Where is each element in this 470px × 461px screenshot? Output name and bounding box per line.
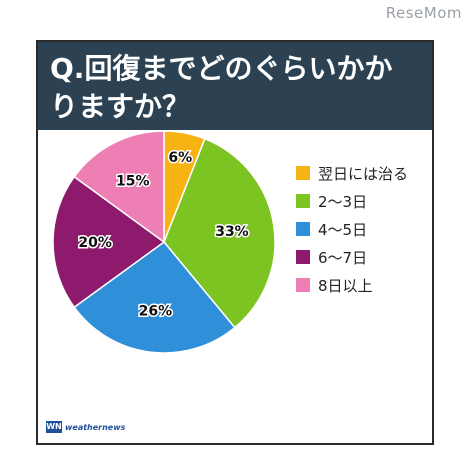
- slice-label-5: 15%: [116, 174, 150, 190]
- pie-slice-5: [73, 130, 165, 244]
- legend-item-5: 8日以上: [296, 274, 408, 296]
- chart-title-line-2: りますか？: [50, 90, 191, 123]
- slice-label-4: 20%: [78, 235, 112, 251]
- legend-swatch-4: [296, 250, 310, 264]
- weathernews-logo: WN weathernews: [46, 421, 125, 433]
- legend: 翌日には治る 2～3日 4～5日 6～7日 8日以上: [296, 162, 408, 302]
- legend-item-4: 6～7日: [296, 246, 408, 268]
- pie-slice-2: [163, 137, 276, 329]
- legend-label-4: 6～7日: [318, 248, 368, 267]
- weathernews-logo-text: weathernews: [65, 422, 126, 432]
- survey-card: Q.回復までどのぐらいかか りますか？ 6% 33% 26% 20% 15% 翌日には治…: [36, 40, 434, 445]
- slice-label-1: 6%: [168, 150, 192, 166]
- weathernews-logo-mark: WN: [46, 421, 62, 433]
- legend-label-3: 4～5日: [318, 220, 368, 239]
- watermark: ReseMom: [385, 4, 462, 22]
- slice-label-3: 26%: [139, 303, 173, 319]
- pie-slice-3: [73, 240, 236, 354]
- chart-title-line-1: Q.回復までどのぐらいかか: [50, 52, 393, 85]
- legend-swatch-3: [296, 222, 310, 236]
- legend-item-2: 2～3日: [296, 190, 408, 212]
- legend-label-5: 8日以上: [318, 276, 373, 295]
- pie-chart: 6% 33% 26% 20% 15%: [52, 130, 276, 354]
- legend-item-1: 翌日には治る: [296, 162, 408, 184]
- slice-label-2: 33%: [215, 224, 249, 240]
- pie-slice-4: [52, 175, 166, 309]
- legend-swatch-5: [296, 278, 310, 292]
- title-bar: Q.回復までどのぐらいかか りますか？: [38, 42, 432, 130]
- legend-label-1: 翌日には治る: [318, 164, 409, 183]
- legend-item-3: 4～5日: [296, 218, 408, 240]
- legend-swatch-2: [296, 194, 310, 208]
- legend-swatch-1: [296, 166, 310, 180]
- legend-label-2: 2～3日: [318, 192, 368, 211]
